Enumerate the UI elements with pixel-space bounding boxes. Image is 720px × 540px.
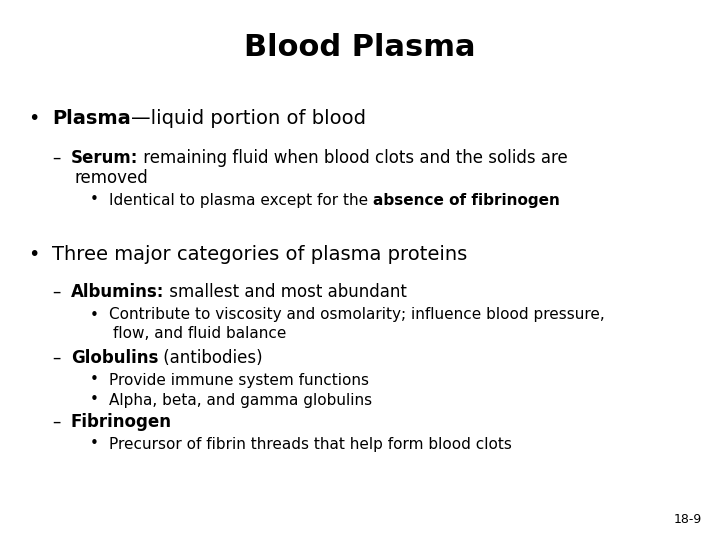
Text: •: • bbox=[90, 192, 99, 207]
Text: •: • bbox=[90, 393, 99, 408]
Text: remaining fluid when blood clots and the solids are: remaining fluid when blood clots and the… bbox=[138, 149, 568, 167]
Text: –: – bbox=[52, 283, 60, 301]
Text: smallest and most abundant: smallest and most abundant bbox=[164, 283, 407, 301]
Text: Albumins:: Albumins: bbox=[71, 283, 164, 301]
Text: –: – bbox=[52, 349, 60, 367]
Text: Precursor of fibrin threads that help form blood clots: Precursor of fibrin threads that help fo… bbox=[109, 436, 511, 451]
Text: Three major categories of plasma proteins: Three major categories of plasma protein… bbox=[52, 246, 467, 265]
Text: •: • bbox=[90, 307, 99, 322]
Text: —liquid portion of blood: —liquid portion of blood bbox=[130, 109, 366, 127]
Text: flow, and fluid balance: flow, and fluid balance bbox=[113, 326, 287, 341]
Text: •: • bbox=[90, 436, 99, 451]
Text: removed: removed bbox=[75, 169, 149, 187]
Text: 18-9: 18-9 bbox=[674, 513, 702, 526]
Text: Globulins: Globulins bbox=[71, 349, 158, 367]
Text: Contribute to viscosity and osmolarity; influence blood pressure,: Contribute to viscosity and osmolarity; … bbox=[109, 307, 604, 322]
Text: Provide immune system functions: Provide immune system functions bbox=[109, 373, 369, 388]
Text: –: – bbox=[52, 149, 60, 167]
Text: Plasma: Plasma bbox=[52, 109, 130, 127]
Text: •: • bbox=[90, 373, 99, 388]
Text: Serum:: Serum: bbox=[71, 149, 138, 167]
Text: Fibrinogen: Fibrinogen bbox=[71, 413, 172, 431]
Text: absence of fibrinogen: absence of fibrinogen bbox=[373, 192, 559, 207]
Text: (antibodies): (antibodies) bbox=[158, 349, 263, 367]
Text: Identical to plasma except for the: Identical to plasma except for the bbox=[109, 192, 373, 207]
Text: –: – bbox=[52, 413, 60, 431]
Text: Alpha, beta, and gamma globulins: Alpha, beta, and gamma globulins bbox=[109, 393, 372, 408]
Text: Blood Plasma: Blood Plasma bbox=[244, 33, 476, 63]
Text: •: • bbox=[28, 246, 40, 265]
Text: •: • bbox=[28, 109, 40, 127]
